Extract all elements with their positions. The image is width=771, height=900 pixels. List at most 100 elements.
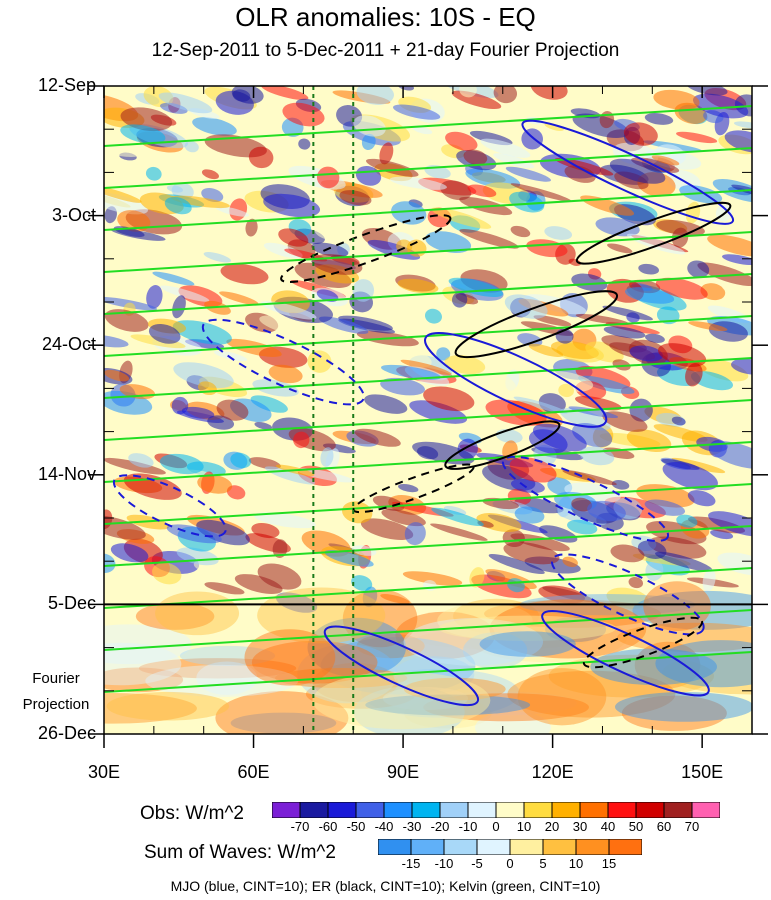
colorbar-swatch xyxy=(410,839,445,855)
colorbar-swatch xyxy=(607,802,637,818)
colorbar-tick-label: 60 xyxy=(656,819,672,834)
colorbar-tick-label: -70 xyxy=(290,819,310,834)
anomaly-cell xyxy=(517,333,543,347)
anomaly-cell xyxy=(542,586,595,603)
colorbar-swatch xyxy=(439,802,469,818)
anomaly-cell xyxy=(259,315,315,337)
anomaly-cell xyxy=(424,308,442,324)
anomaly-cell xyxy=(505,166,551,182)
anomaly-cell xyxy=(485,399,547,426)
anomaly-cell xyxy=(353,115,386,137)
projection-cell xyxy=(655,640,752,688)
projection-cell xyxy=(590,648,718,685)
colorbar-swatch xyxy=(467,802,497,818)
anomaly-cell xyxy=(380,377,425,396)
projection-cell xyxy=(305,679,416,709)
anomaly-cell xyxy=(248,457,281,470)
anomaly-cell xyxy=(381,508,426,527)
projection-cell xyxy=(479,631,576,657)
anomaly-cell xyxy=(688,321,728,332)
colorbar-swatch xyxy=(579,802,609,818)
projection-cell xyxy=(489,599,647,659)
anomaly-cell xyxy=(162,376,186,396)
anomaly-cell xyxy=(687,490,716,507)
anomaly-cell xyxy=(152,271,195,286)
projection-cell xyxy=(395,611,495,659)
anomaly-cell xyxy=(351,575,373,591)
mjo-contour xyxy=(501,455,670,542)
legend-footnote: MJO (blue, CINT=10); ER (black, CINT=10)… xyxy=(170,878,601,894)
anomaly-cell xyxy=(263,193,321,218)
er-contour xyxy=(280,214,452,283)
projection-cell xyxy=(621,695,727,731)
anomaly-cell xyxy=(213,350,248,362)
anomaly-cell xyxy=(731,358,752,375)
anomaly-cell xyxy=(324,549,374,567)
anomaly-cell xyxy=(510,183,572,202)
anomaly-cell xyxy=(572,113,630,138)
anomaly-cell xyxy=(567,519,598,535)
colorbar-tick-label: -20 xyxy=(430,819,450,834)
waves-colorbar-label: Sum of Waves: W/m^2 xyxy=(144,842,336,863)
anomaly-cell xyxy=(196,519,250,546)
er-contour xyxy=(454,290,619,359)
anomaly-cell xyxy=(733,121,752,129)
kelvin-contour xyxy=(104,567,752,609)
anomaly-cell xyxy=(171,195,230,209)
er-contour xyxy=(575,201,732,265)
projection-cell xyxy=(507,670,676,718)
anomaly-cell xyxy=(463,149,488,165)
projection-cell xyxy=(382,686,469,711)
colorbar-swatch xyxy=(575,839,610,855)
anomaly-cell xyxy=(364,394,408,414)
anomaly-cell xyxy=(254,512,316,529)
anomaly-cell xyxy=(644,113,674,125)
anomaly-cell xyxy=(530,86,568,100)
kelvin-contour xyxy=(104,147,752,189)
projection-cell xyxy=(403,677,506,701)
colorbar-swatch xyxy=(355,802,385,818)
anomaly-cell xyxy=(339,190,372,206)
anomaly-cell xyxy=(402,571,463,586)
anomaly-cell xyxy=(612,359,631,371)
anomaly-cell xyxy=(272,539,288,558)
anomaly-cell xyxy=(352,279,375,302)
anomaly-cell xyxy=(662,461,718,491)
colorbar-tick-label: 10 xyxy=(568,856,584,871)
projection-cell xyxy=(297,644,398,704)
anomaly-cell xyxy=(412,126,433,135)
anomaly-cell xyxy=(544,226,573,240)
projection-cell xyxy=(106,691,230,721)
colorbar-swatch xyxy=(495,802,525,818)
anomaly-cell xyxy=(671,416,686,426)
colorbar-swatch xyxy=(411,802,441,818)
anomaly-cell xyxy=(245,218,258,237)
colorbar-swatch xyxy=(378,839,412,855)
anomaly-cell xyxy=(380,593,410,604)
anomaly-cell xyxy=(158,92,213,114)
anomaly-cell xyxy=(220,263,269,285)
x-tick-label: 120E xyxy=(531,762,574,782)
anomaly-cell xyxy=(159,453,204,475)
anomaly-cell xyxy=(685,363,703,387)
colorbar-swatch xyxy=(476,839,511,855)
anomaly-cell xyxy=(316,166,340,189)
projection-cell xyxy=(179,645,276,666)
obs-colorbar xyxy=(272,802,720,818)
kelvin-contour xyxy=(104,441,752,483)
er-contour xyxy=(444,420,561,470)
anomaly-cell xyxy=(611,479,630,490)
anomaly-cell xyxy=(638,263,660,275)
anomaly-cell xyxy=(610,544,645,563)
anomaly-cell xyxy=(697,262,752,287)
anomaly-cell xyxy=(493,86,518,104)
anomaly-cell xyxy=(575,313,630,326)
anomaly-cell xyxy=(469,567,485,588)
x-tick-label: 30E xyxy=(87,762,121,782)
colorbar-tick-label: -10 xyxy=(458,819,478,834)
anomaly-cell xyxy=(510,533,570,552)
anomaly-cell xyxy=(587,500,626,522)
mjo-contour xyxy=(541,610,710,697)
anomaly-cell xyxy=(423,386,475,412)
